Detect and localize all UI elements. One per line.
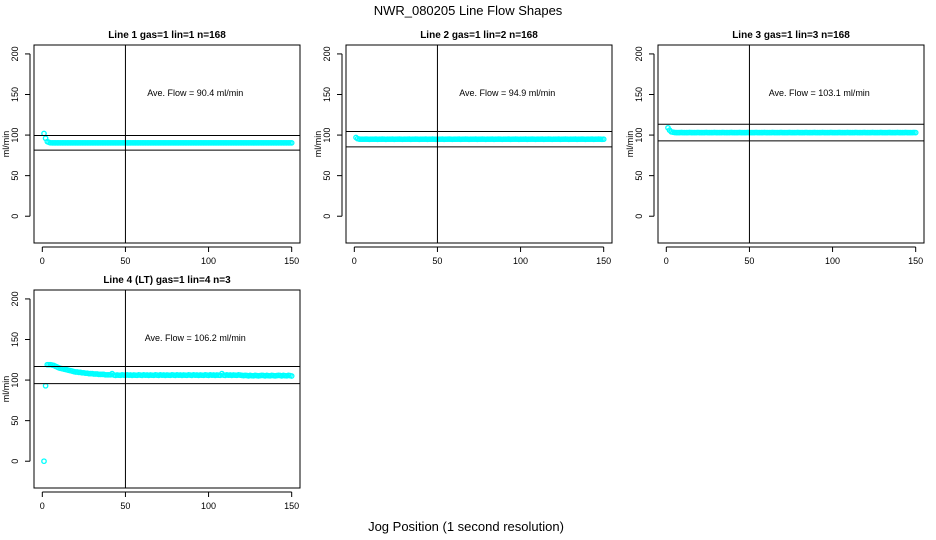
y-axis-label: ml/min [625, 131, 635, 158]
average-flow-annotation: Ave. Flow = 94.9 ml/min [459, 88, 555, 98]
y-tick-label: 100 [10, 373, 20, 388]
data-point [288, 373, 295, 379]
x-tick-label: 50 [432, 256, 442, 266]
data-point [600, 136, 607, 143]
data-point [41, 458, 47, 465]
y-tick-label: 50 [10, 171, 20, 181]
x-tick-label: 100 [825, 256, 840, 266]
y-tick-label: 100 [322, 128, 332, 143]
y-tick-label: 200 [634, 46, 644, 61]
y-tick-label: 200 [10, 46, 20, 61]
y-axis: 0 50 100 150 200 [322, 46, 343, 219]
data-point [41, 130, 47, 137]
data-point [912, 129, 919, 136]
y-tick-label: 50 [10, 416, 20, 426]
average-flow-annotation: Ave. Flow = 103.1 ml/min [769, 88, 870, 98]
panel-title: Line 4 (LT) gas=1 lin=4 n=3 [103, 275, 231, 286]
y-tick-label: 150 [634, 87, 644, 102]
x-tick-label: 150 [284, 501, 299, 511]
y-tick-label: 200 [322, 46, 332, 61]
average-flow-annotation: Ave. Flow = 106.2 ml/min [145, 333, 246, 343]
y-axis: 0 50 100 150 200 [634, 46, 655, 219]
x-tick-label: 150 [908, 256, 923, 266]
panel-title: Line 3 gas=1 lin=3 n=168 [732, 30, 850, 41]
x-tick-label: 0 [40, 501, 45, 511]
x-axis: 0 50 100 150 [40, 246, 299, 266]
y-tick-label: 50 [322, 171, 332, 181]
panel-2: Line 2 gas=1 lin=2 n=168 Ave. Flow = 94.9… [313, 30, 613, 266]
y-axis-label: ml/min [313, 131, 323, 158]
plot-frame [657, 44, 925, 244]
plot-frame [33, 289, 301, 489]
figure-x-label: Jog Position (1 second resolution) [368, 519, 564, 534]
x-tick-label: 50 [120, 501, 130, 511]
x-axis: 0 50 100 150 [664, 246, 923, 266]
panel-title: Line 1 gas=1 lin=1 n=168 [108, 30, 226, 41]
data-points [41, 361, 295, 465]
panel-1: Line 1 gas=1 lin=1 n=168 Ave. Flow = 90.4… [1, 30, 301, 266]
data-points [665, 124, 919, 136]
x-tick-label: 0 [664, 256, 669, 266]
y-tick-label: 0 [10, 459, 20, 464]
panel-title: Line 2 gas=1 lin=2 n=168 [420, 30, 538, 41]
plot-frame [33, 44, 301, 244]
y-tick-label: 0 [322, 214, 332, 219]
y-tick-label: 0 [634, 214, 644, 219]
data-point [42, 382, 49, 389]
x-tick-label: 100 [201, 256, 216, 266]
x-tick-label: 150 [596, 256, 611, 266]
y-tick-label: 100 [10, 128, 20, 143]
x-tick-label: 150 [284, 256, 299, 266]
x-tick-label: 0 [352, 256, 357, 266]
y-tick-label: 0 [10, 214, 20, 219]
y-axis: 0 50 100 150 200 [10, 46, 31, 219]
y-tick-label: 200 [10, 291, 20, 306]
y-tick-label: 50 [634, 171, 644, 181]
y-axis-label: ml/min [1, 131, 11, 158]
x-axis: 0 50 100 150 [40, 491, 299, 511]
average-flow-annotation: Ave. Flow = 90.4 ml/min [147, 88, 243, 98]
x-tick-label: 0 [40, 256, 45, 266]
x-tick-label: 100 [513, 256, 528, 266]
y-tick-label: 150 [10, 87, 20, 102]
x-axis: 0 50 100 150 [352, 246, 611, 266]
y-axis: 0 50 100 150 200 [10, 291, 31, 464]
data-points [41, 130, 295, 146]
figure-title: NWR_080205 Line Flow Shapes [374, 3, 563, 18]
x-tick-label: 100 [201, 501, 216, 511]
data-points [353, 134, 607, 143]
panel-4: Line 4 (LT) gas=1 lin=4 n=3 Ave. Flow = 1… [1, 275, 301, 511]
data-point [288, 140, 295, 146]
plot-frame [345, 44, 613, 244]
y-tick-label: 150 [10, 332, 20, 347]
panel-3: Line 3 gas=1 lin=3 n=168 Ave. Flow = 103.… [625, 30, 925, 266]
y-tick-label: 150 [322, 87, 332, 102]
y-tick-label: 100 [634, 128, 644, 143]
x-tick-label: 50 [120, 256, 130, 266]
x-tick-label: 50 [744, 256, 754, 266]
y-axis-label: ml/min [1, 376, 11, 403]
